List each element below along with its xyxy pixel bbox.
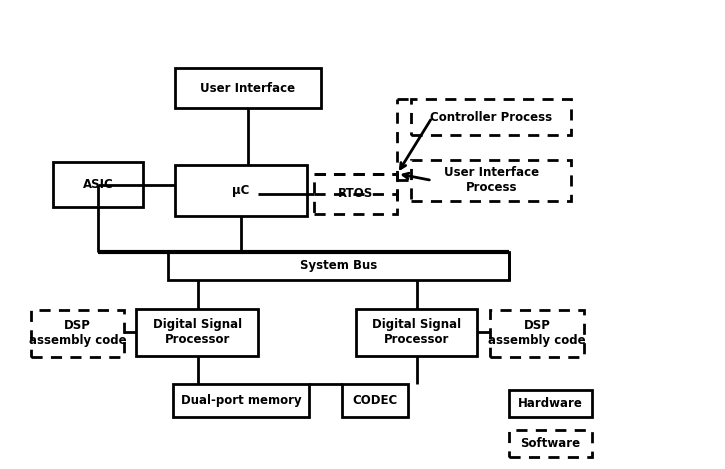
- Text: CODEC: CODEC: [352, 394, 397, 407]
- Bar: [490, 310, 584, 357]
- Bar: [341, 385, 407, 417]
- Text: Digital Signal
Processor: Digital Signal Processor: [372, 318, 461, 347]
- Text: Controller Process: Controller Process: [430, 111, 552, 124]
- Bar: [30, 310, 125, 357]
- Text: User Interface: User Interface: [200, 82, 295, 95]
- Bar: [355, 309, 477, 356]
- Bar: [136, 309, 258, 356]
- Bar: [509, 390, 592, 417]
- Text: User Interface
Process: User Interface Process: [444, 166, 539, 195]
- Text: Hardware: Hardware: [518, 397, 583, 410]
- Bar: [411, 99, 571, 136]
- Bar: [411, 160, 571, 201]
- Text: Digital Signal
Processor: Digital Signal Processor: [153, 318, 241, 347]
- Bar: [509, 431, 592, 457]
- Bar: [167, 251, 509, 280]
- Text: DSP
assembly code: DSP assembly code: [488, 319, 586, 348]
- Bar: [314, 174, 397, 214]
- Bar: [173, 385, 309, 417]
- Bar: [175, 68, 320, 108]
- Text: Software: Software: [521, 438, 581, 450]
- Bar: [53, 162, 144, 207]
- Text: μC: μC: [232, 184, 249, 197]
- Text: ASIC: ASIC: [83, 179, 113, 191]
- Text: DSP
assembly code: DSP assembly code: [29, 319, 126, 348]
- Text: Dual-port memory: Dual-port memory: [181, 394, 302, 407]
- Text: System Bus: System Bus: [299, 259, 377, 272]
- Text: RTOS: RTOS: [338, 188, 373, 200]
- Bar: [175, 165, 307, 217]
